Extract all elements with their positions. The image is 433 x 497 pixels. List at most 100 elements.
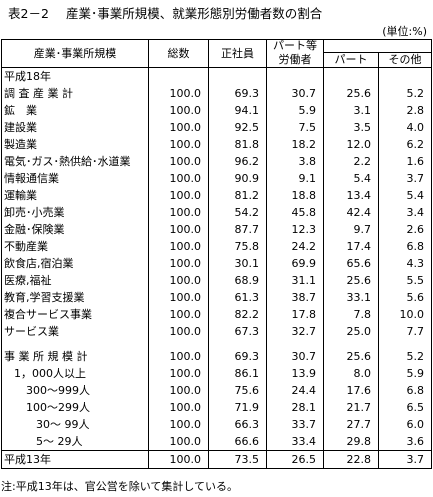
cell-other: 6.8 [378,382,432,399]
table-row: 医療,福祉 100.0 68.9 31.1 25.6 5.5 [1,272,432,289]
cell-part-group: 69.9 [266,255,324,272]
cell-other: 6.5 [378,399,432,416]
cell-part-group: 28.1 [266,399,324,416]
table-body: 平成18年調 査 産 業 計 100.0 69.3 30.7 25.6 5.2 鉱 業 100… [1,67,432,469]
table-row [1,340,432,348]
cell-part: 25.6 [323,272,379,289]
cell-regular: 54.2 [208,204,267,221]
cell-part: 17.4 [323,238,379,255]
row-label: 事 業 所 規 模 計 [1,348,149,365]
cell-total: 100.0 [148,289,209,306]
table-row: 平成13年 100.0 73.5 26.5 22.8 3.7 [1,450,432,469]
cell-total: 100.0 [148,119,209,136]
cell-part-group: 38.7 [266,289,324,306]
cell-part-group: 30.7 [266,85,324,102]
row-label: 医療,福祉 [1,272,149,289]
cell-total: 100.0 [148,272,209,289]
cell-part-group: 33.7 [266,416,324,433]
table-row: 100～299人 100.0 71.9 28.1 21.7 6.5 [1,399,432,416]
cell-other: 10.0 [378,306,432,323]
row-label: 電気･ガス･熱供給･水道業 [1,153,149,170]
table-row: 飲食店,宿泊業 100.0 30.1 69.9 65.6 4.3 [1,255,432,272]
cell-part-group: 45.8 [266,204,324,221]
table-row: 5～ 29人 100.0 66.6 33.4 29.8 3.6 [1,433,432,451]
cell-total: 100.0 [148,416,209,433]
row-label: 平成18年 [1,67,149,85]
cell-part: 33.1 [323,289,379,306]
cell-part: 27.7 [323,416,379,433]
cell-other: 5.2 [378,85,432,102]
cell-total: 100.0 [148,323,209,340]
row-label: 複合サービス事業 [1,306,149,323]
cell-total [148,340,209,348]
cell-other [378,67,432,85]
cell-regular: 75.8 [208,238,267,255]
cell-total: 100.0 [148,187,209,204]
cell-other: 6.0 [378,416,432,433]
cell-part: 42.4 [323,204,379,221]
cell-regular: 67.3 [208,323,267,340]
cell-other: 7.7 [378,323,432,340]
header-regular: 正社員 [208,39,267,68]
cell-regular: 81.2 [208,187,267,204]
table-row: 運輸業 100.0 81.2 18.8 13.4 5.4 [1,187,432,204]
row-label: 情報通信業 [1,170,149,187]
cell-regular: 87.7 [208,221,267,238]
cell-other: 3.6 [378,433,432,451]
table-title: 表2－2 産業･事業所規模、就業形態別労働者数の割合 [0,3,433,22]
header-blank [323,39,432,53]
row-label: 調 査 産 業 計 [1,85,149,102]
cell-total: 100.0 [148,153,209,170]
table-row: 事 業 所 規 模 計 100.0 69.3 30.7 25.6 5.2 [1,348,432,365]
row-label: サービス業 [1,323,149,340]
cell-other [378,340,432,348]
table-row: 情報通信業 100.0 90.9 9.1 5.4 3.7 [1,170,432,187]
table-row: 平成18年 [1,67,432,85]
row-label: 運輸業 [1,187,149,204]
cell-part-group: 3.8 [266,153,324,170]
cell-regular: 82.2 [208,306,267,323]
cell-regular: 94.1 [208,102,267,119]
row-label: 卸売･小売業 [1,204,149,221]
cell-other: 3.7 [378,170,432,187]
cell-regular: 73.5 [208,450,267,469]
cell-other: 5.9 [378,365,432,382]
cell-regular: 66.6 [208,433,267,451]
cell-part-group [266,67,324,85]
cell-part: 21.7 [323,399,379,416]
row-label: 教育,学習支援業 [1,289,149,306]
cell-total: 100.0 [148,204,209,221]
table-row: 不動産業 100.0 75.8 24.2 17.4 6.8 [1,238,432,255]
cell-regular [208,340,267,348]
cell-part: 2.2 [323,153,379,170]
cell-part-group: 32.7 [266,323,324,340]
cell-total: 100.0 [148,399,209,416]
row-label [1,340,149,348]
table-row: 建設業 100.0 92.5 7.5 3.5 4.0 [1,119,432,136]
cell-regular: 69.3 [208,348,267,365]
cell-part: 29.8 [323,433,379,451]
cell-total: 100.0 [148,348,209,365]
row-label: 平成13年 [1,450,149,469]
cell-part: 5.4 [323,170,379,187]
cell-other: 5.2 [378,348,432,365]
table-row: 製造業 100.0 81.8 18.2 12.0 6.2 [1,136,432,153]
cell-part-group: 24.2 [266,238,324,255]
cell-total: 100.0 [148,102,209,119]
cell-part-group: 7.5 [266,119,324,136]
cell-regular: 71.9 [208,399,267,416]
row-label: 300～999人 [1,382,149,399]
cell-regular: 75.6 [208,382,267,399]
cell-part: 7.8 [323,306,379,323]
cell-regular: 30.1 [208,255,267,272]
cell-part-group: 24.4 [266,382,324,399]
cell-part: 65.6 [323,255,379,272]
unit-label: (単位:%) [382,25,427,38]
row-label: 鉱 業 [1,102,149,119]
table-number: 表2－2 [8,6,49,21]
cell-other: 5.6 [378,289,432,306]
header-part-group-line2: 労働者 [278,52,312,66]
cell-other: 6.8 [378,238,432,255]
cell-part: 25.6 [323,348,379,365]
cell-part: 13.4 [323,187,379,204]
